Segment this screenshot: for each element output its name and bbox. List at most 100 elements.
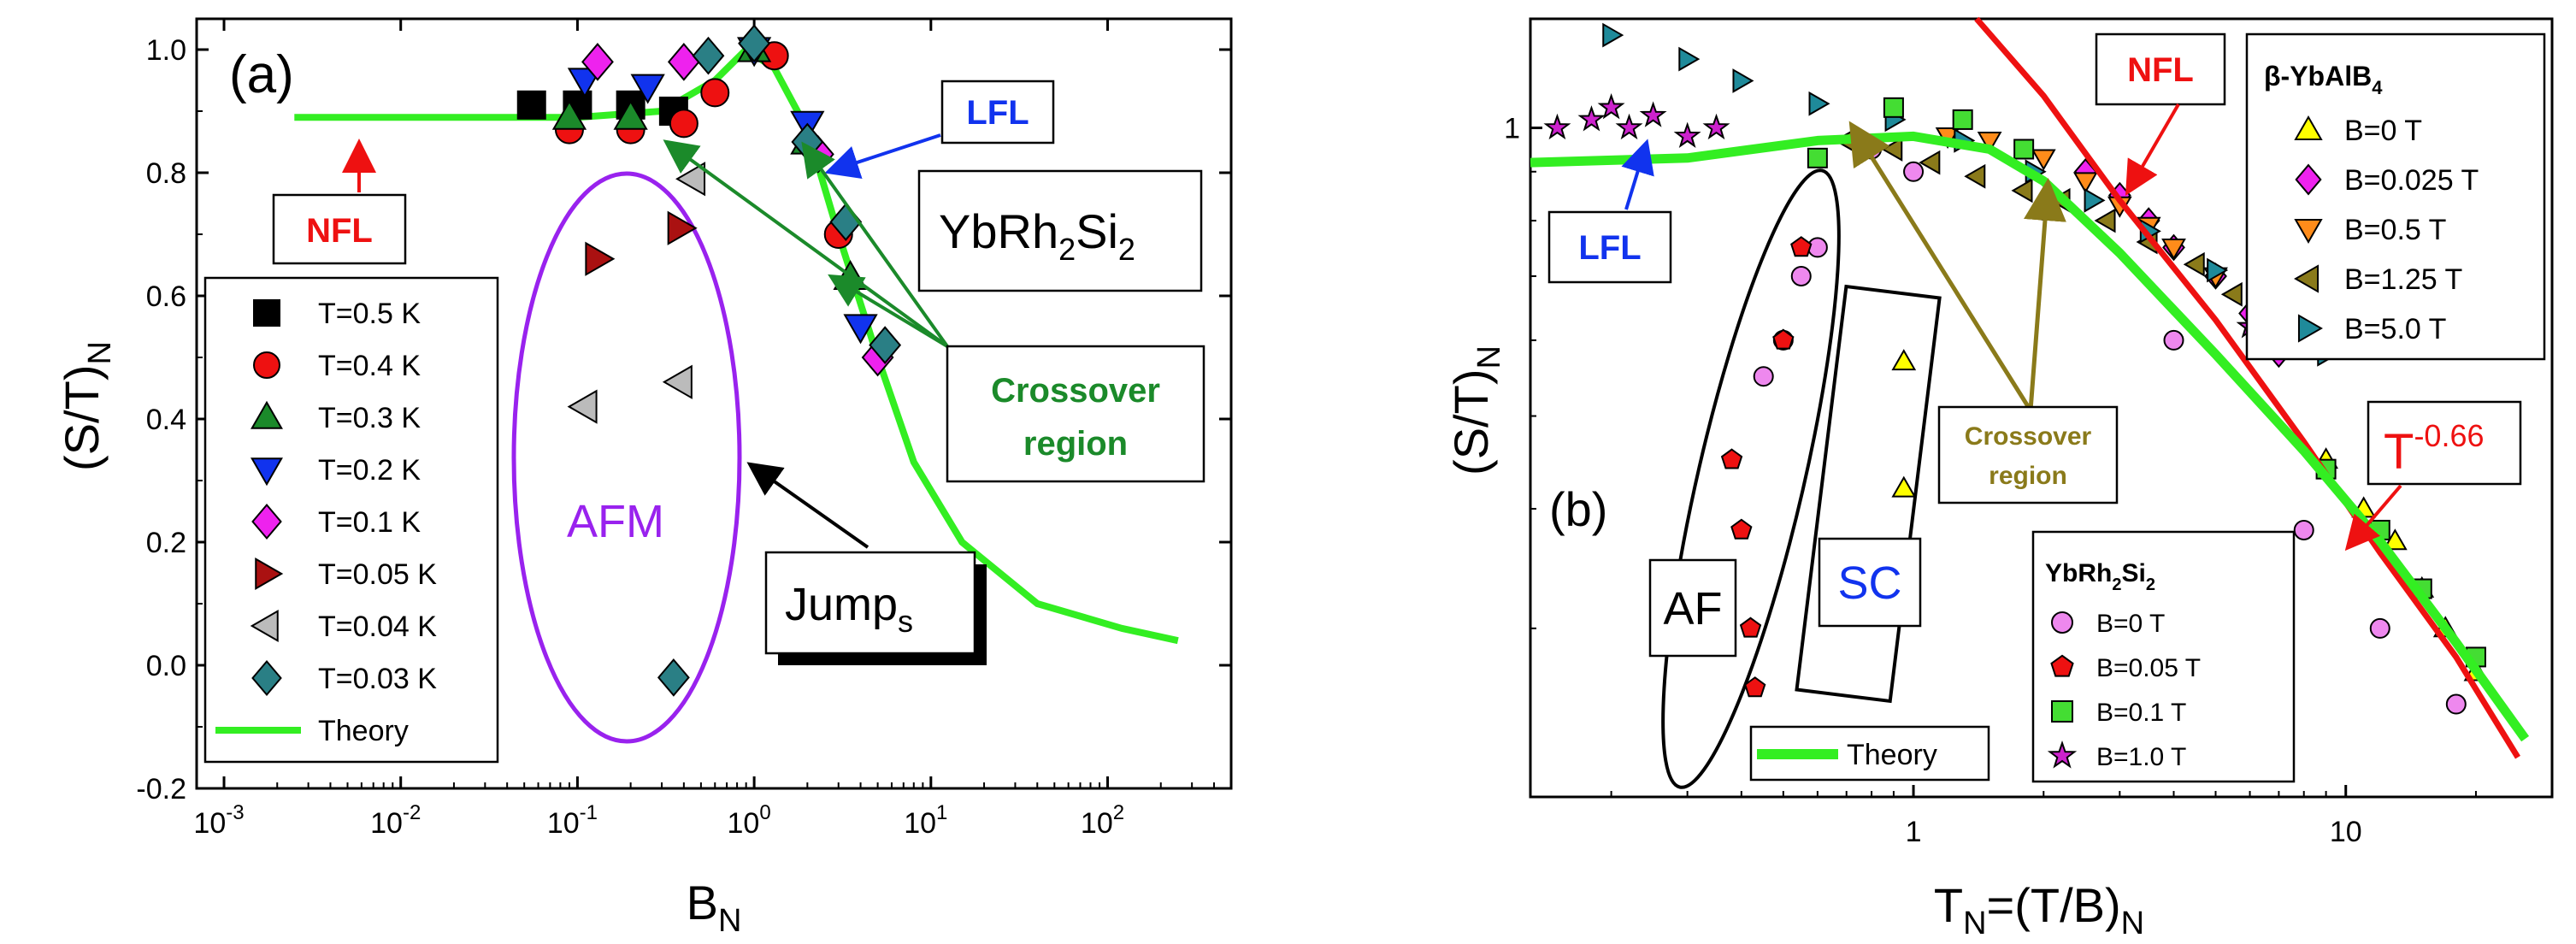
panel-b-crossover-arrow-1 [1848,121,2033,412]
legend-marker [2051,700,2073,723]
panel-b-labels: (b) NFL LFL T-0.66 Crossover region AF [1547,32,2522,658]
panel-b-legend2-title: YbRh2Si2 [2045,559,2155,594]
panel-a-x-axis-label: BN [687,876,742,939]
legend-marker [251,457,283,487]
panel-a-crossover-line2: region [1023,425,1128,463]
data-point [1732,68,1754,93]
panel-b-legend1-title: β-YbAlB4 [2264,61,2383,98]
panel-a-crossover-line1: Crossover [991,372,1160,410]
data-point [1790,236,1813,257]
data-point [2011,178,2033,204]
x-tick-label: 10-3 [193,801,244,840]
panel-b-lfl-box [1547,210,1672,284]
legend-entry-label: T=0.03 K [318,663,437,695]
panel-b-legend-theory: Theory [1749,725,1990,782]
y-tick-label: 0.2 [146,527,186,559]
panel-b-legend-ybalb4: β-YbAlB4 B=0 T B=0.025 T B=0.5 T B=1.25 T B=… [2245,32,2546,361]
legend-entry-label: B=1.0 T [2096,743,2186,771]
panel-b-power-law-arrow [2344,484,2402,552]
legend-entry-label: B=0.05 T [2096,654,2201,682]
legend-entry-label: T=0.2 K [318,454,421,487]
data-point [2094,208,2116,233]
legend-marker [251,659,282,697]
panel-a-lfl-box [940,80,1055,145]
nfl-power-law-line [1974,16,2520,759]
x-tick-label: 101 [904,801,947,840]
af-region-ellipse [1661,168,1841,789]
y-tick-label: 0.8 [146,157,186,190]
legend-entry-label: T=0.04 K [318,611,437,643]
data-point [1602,22,1624,48]
panel-a-ticks: 10-3 10-2 10-1 100 101 102 -0.2 0.0 0.2 0.4 0.6 0.8… [136,19,1232,840]
data-point [2183,251,2205,277]
panel-a-afm-label: AFM [567,496,664,547]
legend-entry-label: B=0 T [2096,610,2165,638]
data-point [700,78,730,108]
data-point [1639,101,1667,127]
data-point [692,36,725,75]
legend-entry-label: T=0.1 K [318,506,421,539]
data-point [585,241,616,276]
panel-a-legend: T=0.5 K T=0.4 K T=0.3 K T=0.2 K T=0.1 K T=0.0… [203,276,499,764]
data-point [1808,91,1830,116]
panel-a-lfl-arrow [824,133,941,180]
panel-b-chart: 1 10 1 (b) NFL LFL T-0.66 Crossover [1444,16,2554,941]
panel-b-plot-frame [1529,17,2554,799]
data-point [657,658,690,697]
legend-marker [2295,163,2322,196]
data-point [1919,150,1941,175]
panel-b-ticks: 1 10 1 [1504,113,2553,848]
panel-b-lfl-arrow [1621,139,1654,210]
panel-b-lfl-label: LFL [1578,229,1641,267]
y-tick-label: 0.6 [146,280,186,313]
panel-b-crossover-box [1937,405,2119,504]
panel-a-jumps-label: Jumps [785,579,913,639]
data-point [738,24,771,63]
data-point [667,210,698,245]
legend-marker [253,351,280,379]
data-point [1891,349,1917,371]
legend-entry-label: T=0.05 K [318,558,437,591]
theory-curve [1530,131,2530,742]
legend-marker [2297,314,2323,343]
x-tick-label: 1 [1906,816,1922,848]
data-point [2031,149,2056,171]
panel-a-crossover-box [946,345,1205,483]
panel-b-crossover-line2: region [1989,462,2067,490]
data-point [669,109,699,139]
data-point [662,364,693,399]
data-point [1739,617,1762,638]
y-tick-label: 1 [1504,113,1520,145]
data-point [2084,187,2106,213]
data-point [516,90,546,120]
y-tick-label: 0.0 [146,650,186,682]
panel-a-crossover-arrow-2 [801,141,949,348]
data-point [667,43,700,81]
data-point [1790,265,1812,286]
panel-b-af-label: AF [1663,583,1722,634]
panel-a-material-label: YbRh2Si2 [939,204,1135,267]
panel-b-legend-ybrh2si2: YbRh2Si2 B=0 T B=0.05 T B=0.1 T B=1.0 T [2031,530,2296,783]
legend-theory-label: Theory [318,715,409,747]
panel-a-jumps-box [764,551,976,655]
data-point [1883,97,1904,118]
panel-b-crossover-line1: Crossover [1965,422,2092,451]
legend-entry-label: T=0.5 K [318,298,421,330]
data-point [1543,113,1571,140]
legend-entry-label: B=5.0 T [2344,313,2446,345]
panel-a-crossover-arrow-1 [663,139,949,348]
legend-marker [2294,218,2323,244]
legend-marker [2051,611,2073,634]
data-point [613,99,648,130]
panel-a-labels: (a) NFL LFL YbRh2Si2 Crossover region AF… [229,45,1205,665]
panel-a-material-box [917,169,1203,292]
data-point [2013,139,2035,160]
data-point [581,43,614,81]
panel-b-theory-label: Theory [1847,739,1937,771]
data-point [1903,161,1925,182]
data-point [567,68,603,98]
data-point [869,326,902,364]
data-point [843,314,878,345]
x-tick-label: 10 [2330,816,2362,848]
y-tick-label: 1.0 [146,34,186,67]
